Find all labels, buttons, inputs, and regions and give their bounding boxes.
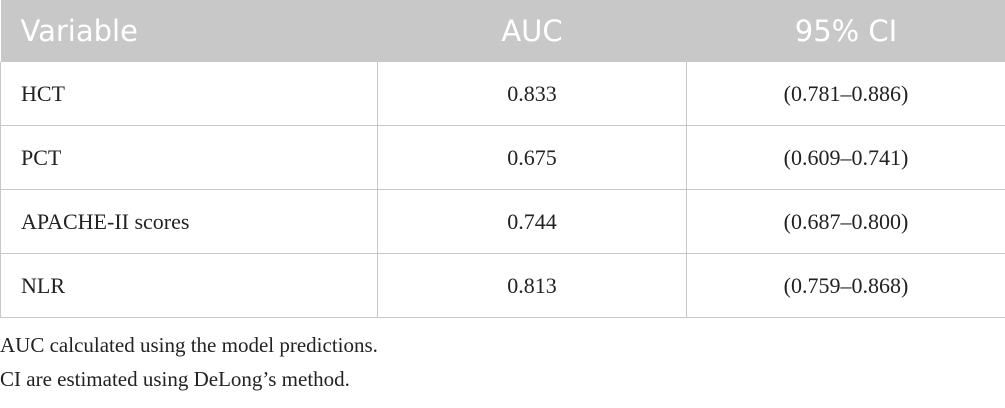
table-cell: PCT — [0, 125, 378, 190]
table-cell: 0.675 — [377, 125, 687, 190]
header-cell: 95% CI — [686, 0, 1005, 62]
footnote: AUC calculated using the model predictio… — [0, 333, 378, 357]
table-cell: 0.833 — [377, 62, 687, 126]
table-cell: (0.781–0.886) — [686, 62, 1005, 126]
table-row: APACHE-II scores 0.744 (0.687–0.800) — [0, 189, 1005, 254]
table-cell: 0.744 — [377, 189, 687, 254]
table-cell: 0.813 — [377, 253, 687, 318]
table-cell: (0.609–0.741) — [686, 125, 1005, 190]
table-cell: (0.687–0.800) — [686, 189, 1005, 254]
table-cell: APACHE-II scores — [0, 189, 378, 254]
table-body: HCT 0.833 (0.781–0.886) PCT 0.675 (0.609–0.74… — [0, 62, 1005, 318]
header-cell: AUC — [377, 0, 687, 62]
header-row: Variable AUC 95% CI — [0, 0, 1005, 62]
table-cell: (0.759–0.868) — [686, 253, 1005, 318]
table-row: HCT 0.833 (0.781–0.886) — [0, 62, 1005, 126]
table-cell: NLR — [0, 253, 378, 318]
footnote: CI are estimated using DeLong’s method. — [0, 367, 350, 391]
table-cell: HCT — [0, 62, 378, 126]
data-table: Variable AUC 95% CI HCT 0.833 (0.781–0.886) P… — [0, 0, 1005, 318]
header-cell: Variable — [0, 0, 378, 62]
table-row: NLR 0.813 (0.759–0.868) — [0, 253, 1005, 318]
table-row: PCT 0.675 (0.609–0.741) — [0, 125, 1005, 190]
